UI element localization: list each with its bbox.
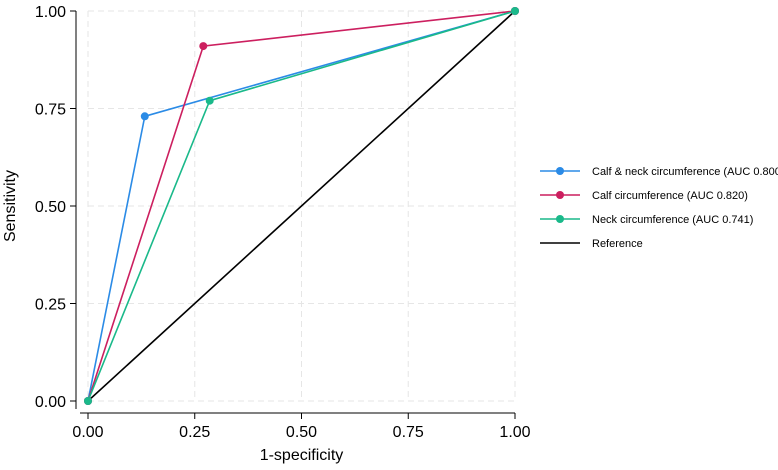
tick-labels: 0.00 0.25 0.50 0.75 1.00 0.00 0.25 0.50 0.75 1.00 — [35, 4, 531, 441]
legend-marker — [556, 167, 564, 175]
x-tick-label: 1.00 — [499, 424, 530, 441]
y-tick-label: 0.00 — [35, 394, 66, 411]
legend: Calf & neck circumference (AUC 0.800) Cal… — [540, 166, 778, 250]
legend-label: Neck circumference (AUC 0.741) — [592, 214, 753, 226]
y-axis-title: Sensitivity — [2, 170, 19, 242]
series-point-2 — [205, 96, 214, 105]
legend-label: Calf circumference (AUC 0.820) — [592, 190, 748, 202]
series-point-1 — [199, 42, 208, 51]
series-point-2 — [84, 397, 92, 405]
series-point-2 — [511, 7, 519, 15]
x-tick-label: 0.50 — [286, 424, 317, 441]
y-tick-label: 0.25 — [35, 297, 66, 314]
x-tick-label: 0.00 — [72, 424, 103, 441]
legend-label: Calf & neck circumference (AUC 0.800) — [592, 166, 778, 178]
x-tick-label: 0.25 — [179, 424, 210, 441]
legend-marker — [556, 191, 564, 199]
legend-label: Reference — [592, 238, 643, 250]
y-tick-label: 0.75 — [35, 102, 66, 119]
legend-marker — [556, 215, 564, 223]
axes — [70, 10, 516, 419]
series-line-3 — [87, 10, 516, 402]
y-tick-label: 1.00 — [35, 4, 66, 21]
y-tick-label: 0.50 — [35, 199, 66, 216]
series-lines — [84, 7, 519, 405]
series-point-0 — [140, 112, 149, 121]
x-tick-label: 0.75 — [393, 424, 424, 441]
x-axis-title: 1-specificity — [260, 447, 344, 464]
grid-lines — [87, 10, 516, 402]
